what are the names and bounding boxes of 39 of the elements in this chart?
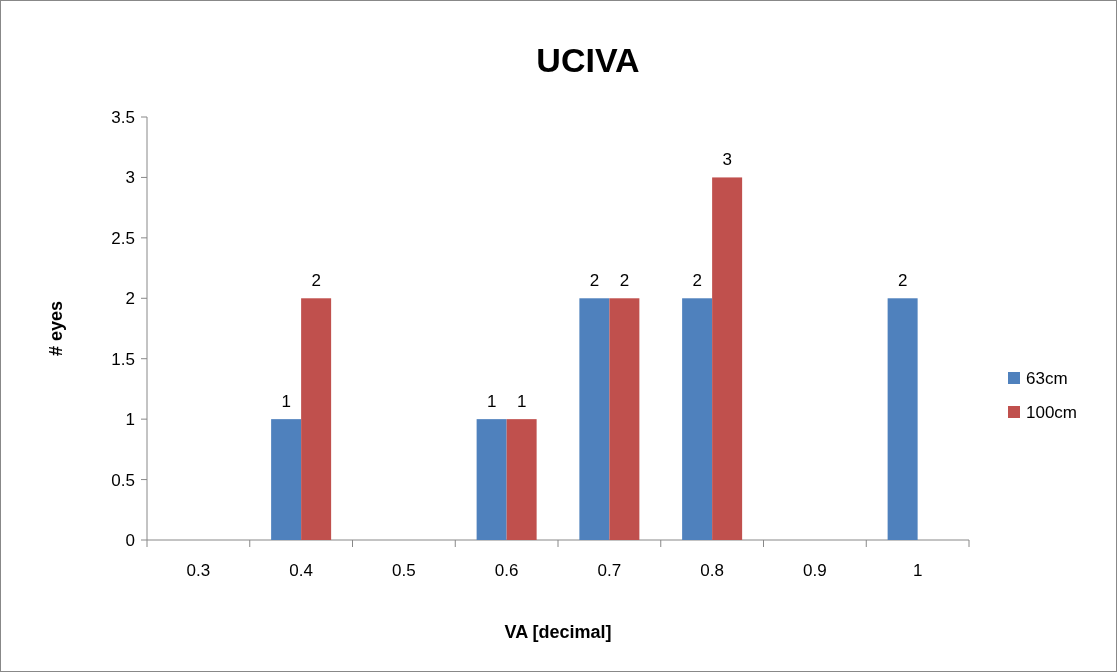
y-tick-label: 1 [125,410,135,430]
chart-title: UCIVA [536,41,640,79]
y-tick-label: 1.5 [111,349,135,369]
data-label: 1 [486,392,497,412]
x-tick-label: 0.3 [186,561,211,580]
bar [609,298,640,540]
bar [301,298,332,540]
data-label: 2 [311,271,321,291]
legend-label: 100cm [1026,402,1078,422]
data-label: 1 [516,392,527,412]
data-label: 1 [281,392,291,412]
y-axis-title: # eyes [46,300,66,357]
x-axis-title: VA [decimal] [504,622,612,642]
y-tick-label: 2 [125,289,135,309]
data-label: 2 [619,271,630,291]
bar [271,419,302,540]
data-label: 2 [692,271,702,291]
x-tick-label: 0.5 [392,561,416,580]
y-tick-label: 0 [125,530,135,550]
x-tick-label: 0.8 [700,561,724,580]
bar [506,419,537,540]
x-tick-label: 0.6 [494,561,519,580]
x-tick-label: 0.4 [289,561,313,580]
bar [887,298,918,540]
y-tick-label: 3 [125,168,135,188]
bar [682,298,713,540]
data-label: 2 [897,271,908,291]
y-tick-label: 2.5 [111,228,135,248]
x-tick-label: 1 [912,561,923,580]
x-tick-label: 0.7 [597,561,622,580]
x-tick-label: 0.9 [803,561,827,580]
bar [712,177,743,540]
y-tick-label: 3.5 [111,107,135,127]
data-label: 2 [589,271,600,291]
y-tick-label: 0.5 [111,470,135,490]
data-label: 3 [722,150,732,170]
bar [476,419,507,540]
bar [579,298,610,540]
legend-label: 63cm [1026,368,1068,388]
